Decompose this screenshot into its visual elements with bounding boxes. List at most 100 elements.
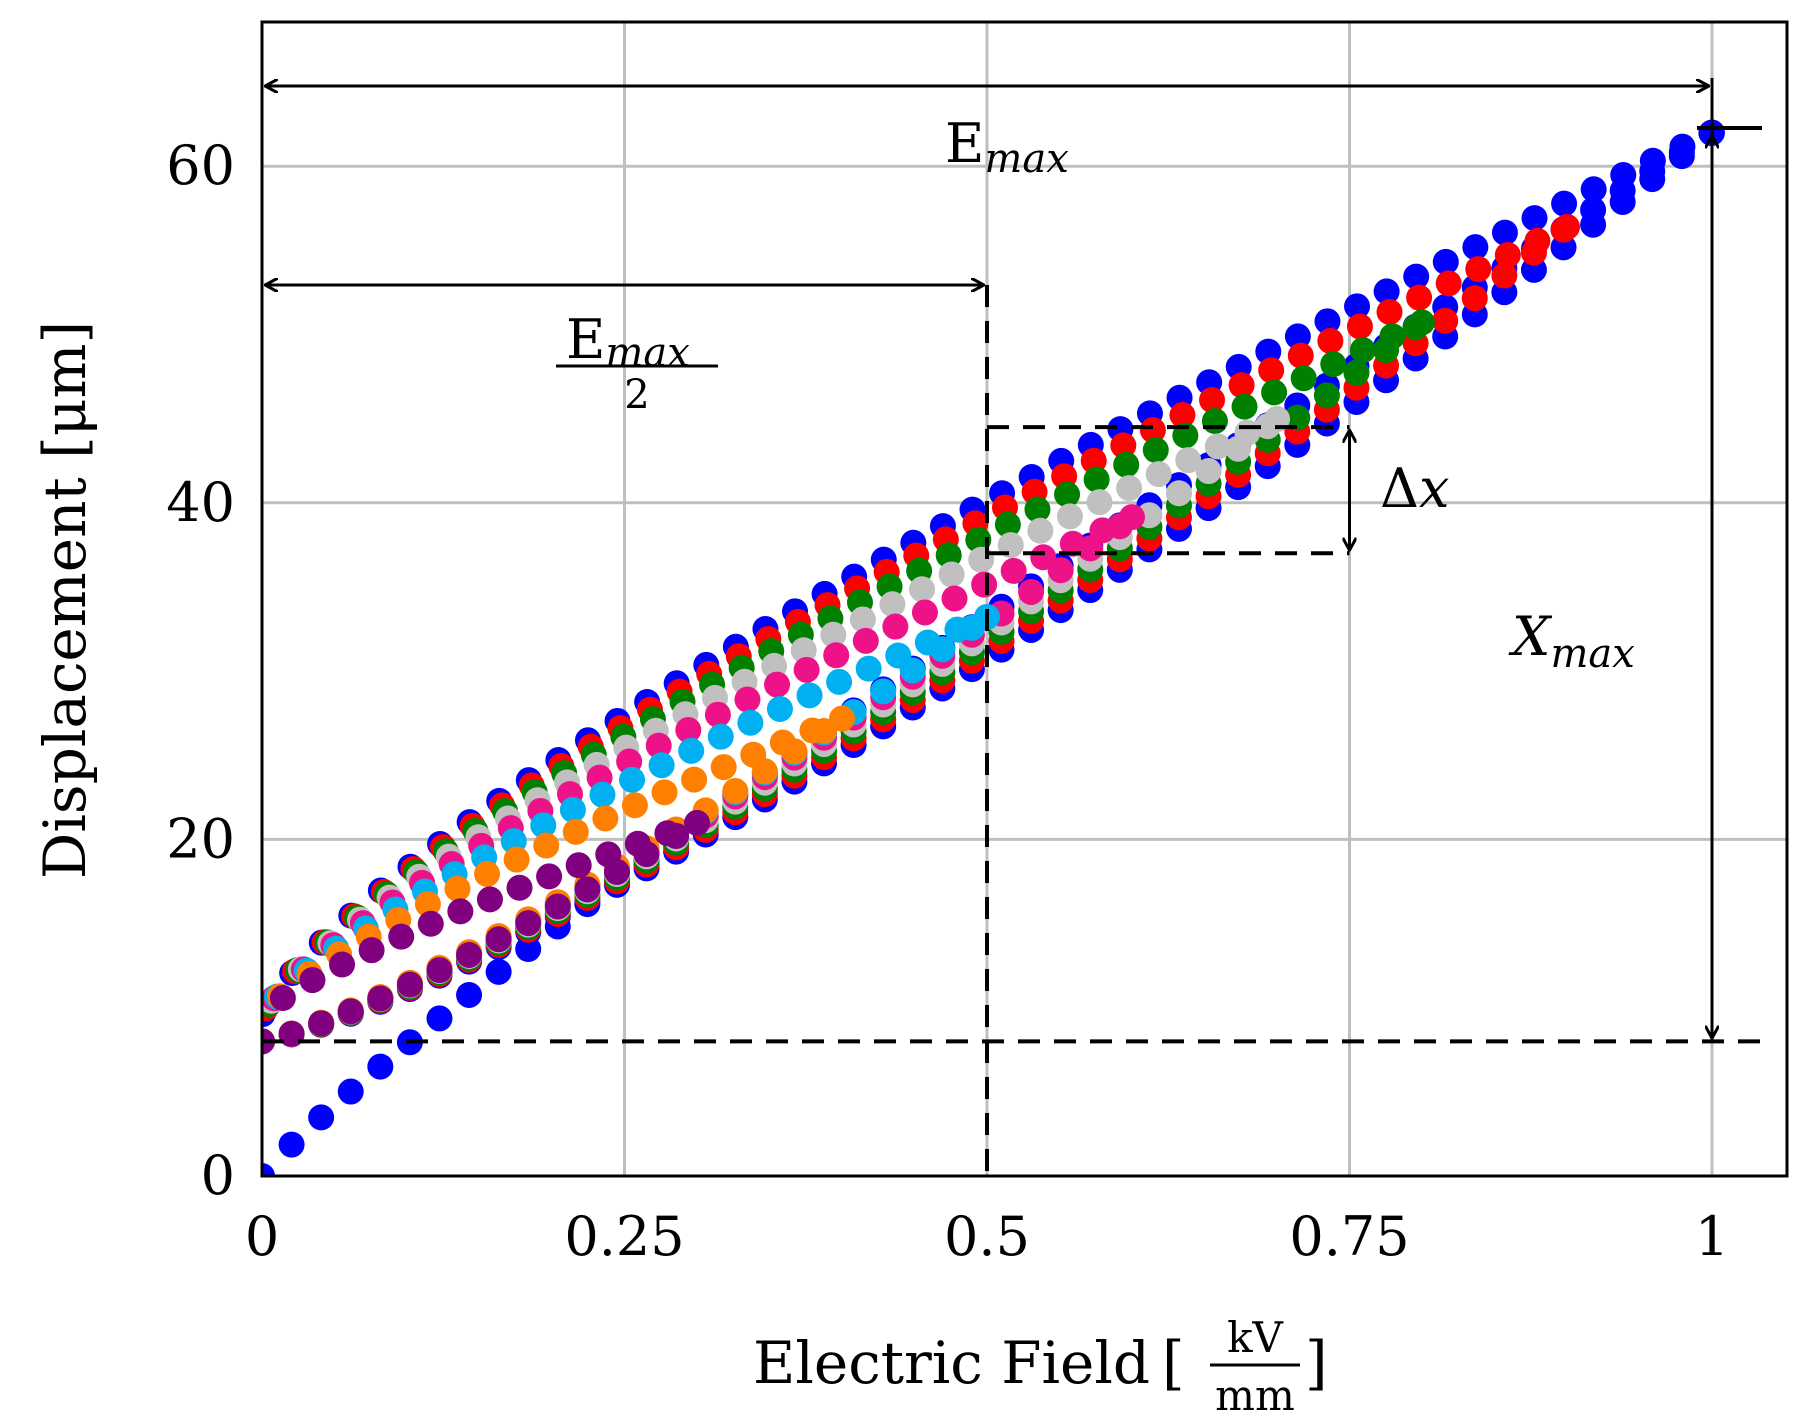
- data-point: [1580, 211, 1607, 238]
- data-point: [278, 1131, 305, 1158]
- data-point: [447, 898, 474, 925]
- data-point: [684, 809, 710, 836]
- data-point: [426, 957, 453, 984]
- data-point: [766, 695, 793, 722]
- data-point: [633, 841, 660, 868]
- data-point: [1199, 387, 1226, 414]
- data-point: [790, 637, 817, 664]
- data-point: [811, 718, 838, 745]
- data-point: [1403, 263, 1430, 290]
- data-point: [456, 981, 483, 1008]
- data-point: [938, 561, 965, 588]
- data-point: [1139, 417, 1166, 444]
- data-point: [1225, 435, 1252, 462]
- data-point: [909, 576, 936, 603]
- data-point: [1116, 475, 1143, 502]
- data-point: [870, 678, 897, 705]
- data-point: [1047, 557, 1074, 584]
- data-point: [899, 657, 926, 684]
- data-point: [1027, 517, 1054, 544]
- data-point: [849, 606, 876, 633]
- y-tick-label: 40: [166, 471, 235, 534]
- data-point: [1373, 337, 1400, 364]
- data-point: [1550, 216, 1577, 243]
- data-point: [417, 910, 444, 937]
- data-point: [1609, 188, 1636, 215]
- data-point: [1494, 241, 1521, 268]
- x-axis-bracket-open: [: [1162, 1329, 1185, 1397]
- data-point: [1024, 496, 1051, 523]
- data-point: [737, 709, 764, 736]
- data-point: [935, 542, 962, 569]
- series-9: [262, 809, 710, 1055]
- data-point: [1018, 578, 1045, 605]
- x-axis-label: Electric Field [ kV mm ]: [753, 1313, 1328, 1420]
- data-point: [515, 910, 542, 937]
- data-point: [1320, 351, 1347, 378]
- data-point: [426, 1005, 453, 1032]
- data-point: [592, 805, 619, 832]
- data-point: [358, 937, 385, 964]
- y-tick-label: 20: [166, 807, 235, 870]
- data-point: [308, 1104, 335, 1131]
- data-point: [1344, 293, 1371, 320]
- y-axis-label: Displacement [μm]: [31, 321, 99, 879]
- data-point: [530, 812, 557, 839]
- data-point: [1313, 382, 1340, 409]
- data-point: [958, 614, 985, 641]
- data-point: [589, 781, 616, 808]
- data-point: [414, 891, 441, 918]
- data-point: [911, 599, 938, 626]
- data-point: [704, 701, 731, 728]
- data-point: [1204, 433, 1231, 460]
- data-point: [1201, 408, 1228, 435]
- data-point: [929, 636, 956, 663]
- data-point: [1165, 480, 1192, 507]
- data-point: [1639, 147, 1666, 174]
- data-point: [781, 738, 808, 765]
- data-points: [262, 119, 1725, 1176]
- emax-half-denominator: 2: [624, 372, 649, 418]
- data-point: [1465, 256, 1492, 283]
- data-point: [1314, 308, 1341, 335]
- data-point: [1491, 262, 1518, 289]
- data-point: [1639, 166, 1666, 193]
- data-point: [971, 571, 998, 598]
- data-point: [1610, 162, 1637, 189]
- data-point: [820, 621, 847, 648]
- data-point: [1461, 285, 1488, 312]
- data-point: [388, 923, 415, 950]
- data-point: [1491, 219, 1518, 246]
- data-point: [941, 585, 968, 612]
- data-point: [329, 951, 356, 978]
- data-point: [1287, 342, 1314, 369]
- emax-label: Emax: [945, 112, 1069, 182]
- data-point: [764, 671, 791, 698]
- data-point: [1106, 513, 1133, 540]
- data-point: [456, 941, 483, 968]
- data-point: [852, 627, 879, 654]
- data-point: [1077, 535, 1104, 562]
- data-point: [1258, 357, 1285, 384]
- data-point: [1284, 323, 1311, 350]
- data-point: [1228, 372, 1255, 399]
- data-point: [793, 656, 820, 683]
- data-point: [1346, 313, 1373, 340]
- x-tick-label: 0.25: [564, 1205, 684, 1268]
- x-tick-label: 1: [1695, 1205, 1729, 1268]
- data-point: [1373, 278, 1400, 305]
- data-point: [1317, 327, 1344, 354]
- data-point: [1169, 402, 1196, 429]
- data-point: [559, 796, 586, 823]
- data-point: [1261, 379, 1288, 406]
- data-point: [1056, 503, 1083, 530]
- data-point: [1402, 314, 1429, 341]
- data-point: [681, 766, 708, 793]
- data-point: [503, 846, 530, 873]
- data-point: [855, 655, 882, 682]
- x-axis-unit-numerator: kV: [1227, 1313, 1283, 1362]
- data-point: [1580, 176, 1607, 203]
- data-point: [444, 875, 471, 902]
- data-point: [1521, 205, 1548, 232]
- data-point: [994, 511, 1021, 538]
